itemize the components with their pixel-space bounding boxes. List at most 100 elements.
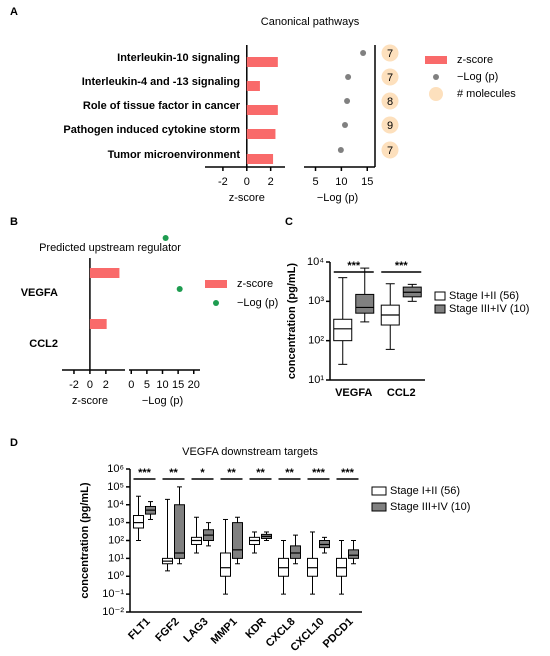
y-tick-label: 10⁴ [307,256,324,268]
y-tick-label: 10⁵ [107,481,124,493]
legend-swatch [205,280,227,288]
molecule-count: 7 [387,72,393,84]
dot [176,286,183,292]
dot [345,74,352,80]
significance-label: *** [347,260,361,272]
significance-label: ** [169,467,178,479]
x2-tick-label: 10 [335,176,347,188]
molecule-count: 9 [387,120,393,132]
x2-tick-label: 5 [144,379,150,391]
y-tick-label: 10⁻¹ [102,588,124,600]
x-tick-label: KDR [243,616,268,641]
y-tick-label: 10⁴ [107,499,124,511]
legend-swatch [425,56,447,64]
legend-swatch [371,502,387,512]
y-tick-label: 10¹ [108,552,124,564]
significance-label: * [200,467,205,479]
y-tick-label: 10³ [108,517,124,529]
bar [246,129,276,139]
molecule-count: 7 [387,48,393,60]
box [290,545,301,559]
molecule-bubble [381,141,399,159]
chart-title: VEGFA downstream targets [182,446,318,458]
box [220,552,231,577]
x2-tick-label: 5 [312,176,318,188]
legend-swatch [434,304,446,314]
significance-label: *** [395,260,409,272]
molecule-count: 7 [387,145,393,157]
category-label: Interleukin-4 and -13 signaling [82,76,240,88]
legend-label: Stage III+IV (10) [390,501,470,513]
legend-swatch [371,486,387,496]
bar [246,81,260,91]
category-label: Interleukin-10 signaling [117,52,240,64]
x2-tick-label: 0 [128,379,134,391]
x-tick-label: MMP1 [209,616,240,647]
dot [344,98,351,104]
legend-swatch [429,87,443,101]
x-tick-label: FLT1 [126,616,152,642]
x2-axis-label: −Log (p) [142,395,183,407]
x-tick-label: 2 [103,379,109,391]
chart-title: Canonical pathways [261,16,360,28]
category-label: Role of tissue factor in cancer [83,100,241,112]
x-axis-label: z-score [72,395,108,407]
y-tick-label: 10⁶ [107,463,124,475]
category-label: CCL2 [29,338,58,350]
panel-label: B [10,216,18,228]
x-tick-label: -2 [218,176,228,188]
legend-swatch [213,300,219,306]
significance-label: ** [256,467,265,479]
dot [360,50,367,56]
y-axis-label: concentration (pg/mL) [79,482,91,598]
x-tick-label: 0 [244,176,250,188]
significance-label: *** [312,467,326,479]
x-tick-label: 0 [87,379,93,391]
molecule-bubble [381,44,399,62]
dot [342,122,348,128]
x-tick-label: CCL2 [387,387,416,399]
x2-tick-label: 20 [188,379,200,391]
significance-label: ** [285,467,294,479]
significance-label: *** [138,467,152,479]
bar [89,319,107,329]
bar [89,268,120,278]
box [232,522,243,559]
legend-label: z-score [237,278,273,290]
x-axis-label: z-score [229,192,265,204]
box [355,293,375,314]
legend-label: # molecules [457,88,516,100]
molecule-bubble [381,116,399,134]
bar [246,154,274,164]
x-tick-label: -2 [69,379,79,391]
x-tick-label: FGF2 [153,616,181,644]
x-tick-label: PDCD1 [321,616,356,651]
legend-swatch [434,291,446,301]
y-axis-label: concentration (pg/mL) [286,263,298,379]
legend-label: −Log (p) [237,297,278,309]
molecule-bubble [381,92,399,110]
box [133,515,144,529]
y-tick-label: 10² [308,335,324,347]
y-tick-label: 10⁰ [107,570,124,582]
molecule-bubble [381,68,399,86]
category-label: VEGFA [21,287,58,299]
y-tick-label: 10¹ [308,374,324,386]
box [348,549,359,559]
dot [162,235,169,241]
box [333,318,353,342]
legend-swatch [433,74,439,80]
x-tick-label: 2 [268,176,274,188]
x-tick-label: LAG3 [181,616,210,645]
legend-label: Stage I+II (56) [449,290,519,302]
significance-label: *** [341,467,355,479]
y-tick-label: 10³ [308,295,324,307]
panel-label: D [10,437,18,449]
category-label: Pathogen induced cytokine storm [63,124,240,136]
x2-axis-label: −Log (p) [317,192,358,204]
dot [337,147,344,153]
x2-tick-label: 15 [361,176,373,188]
molecule-count: 8 [387,96,393,108]
x2-tick-label: 15 [172,379,184,391]
significance-label: ** [227,467,236,479]
